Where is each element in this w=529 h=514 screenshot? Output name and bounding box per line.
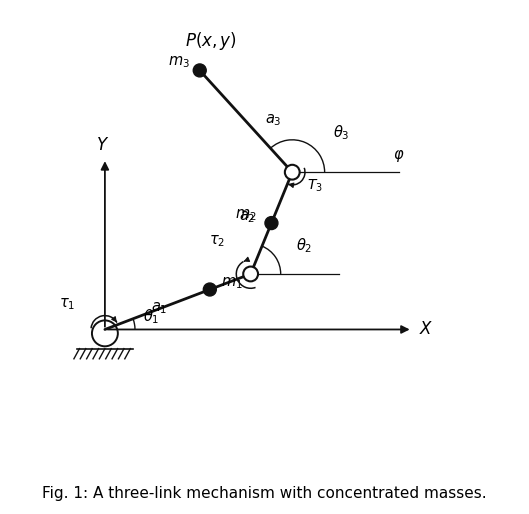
Text: $m_1$: $m_1$ [221,275,243,290]
Circle shape [203,283,216,296]
Text: $\varphi$: $\varphi$ [393,148,404,164]
Circle shape [285,165,299,179]
Text: $P(x,y)$: $P(x,y)$ [185,30,237,52]
Text: $a_3$: $a_3$ [264,113,281,128]
Text: $m_2$: $m_2$ [235,208,257,223]
Text: $T_3$: $T_3$ [306,178,322,194]
Text: $\tau_1$: $\tau_1$ [59,296,75,312]
Text: $Y$: $Y$ [96,137,109,154]
Circle shape [243,267,258,281]
Text: $\theta_1$: $\theta_1$ [143,307,159,326]
Text: $X$: $X$ [419,321,434,338]
Text: $a_1$: $a_1$ [151,300,168,316]
Text: $a_2$: $a_2$ [239,210,256,226]
Circle shape [193,64,206,77]
Text: Fig. 1: A three-link mechanism with concentrated masses.: Fig. 1: A three-link mechanism with conc… [42,486,487,501]
Text: $m_3$: $m_3$ [168,55,190,70]
Circle shape [265,216,278,230]
Text: $\theta_3$: $\theta_3$ [333,123,349,142]
Text: $\tau_2$: $\tau_2$ [209,233,225,249]
Text: $\theta_2$: $\theta_2$ [296,236,312,254]
